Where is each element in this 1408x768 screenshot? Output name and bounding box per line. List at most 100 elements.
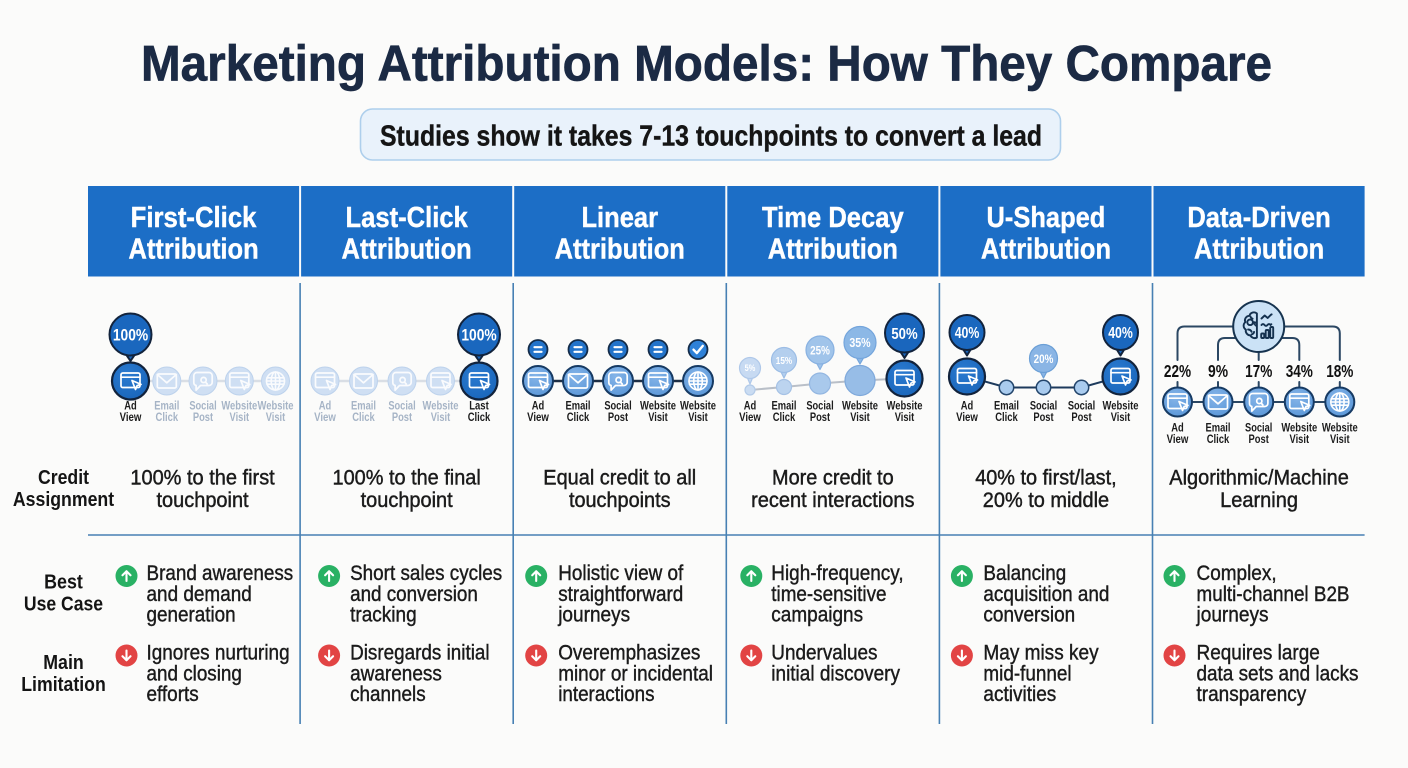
svg-text:34%: 34% — [1286, 361, 1314, 381]
svg-text:Social: Social — [1030, 399, 1057, 413]
svg-text:15%: 15% — [776, 355, 793, 367]
svg-text:View: View — [314, 410, 336, 424]
svg-text:interactions: interactions — [558, 683, 654, 706]
svg-text:Ad: Ad — [124, 399, 137, 413]
svg-text:Requires large: Requires large — [1197, 642, 1320, 665]
svg-text:Social: Social — [604, 399, 631, 413]
svg-text:Email: Email — [994, 399, 1019, 413]
svg-text:Website: Website — [842, 399, 878, 413]
svg-text:Social: Social — [806, 399, 833, 413]
svg-text:22%: 22% — [1164, 361, 1192, 381]
svg-text:Ad: Ad — [961, 399, 974, 413]
svg-text:Ad: Ad — [1171, 421, 1184, 435]
svg-text:multi-channel B2B: multi-channel B2B — [1197, 583, 1350, 606]
svg-text:Website: Website — [680, 399, 716, 413]
svg-text:Data-Driven: Data-Driven — [1187, 202, 1330, 234]
svg-text:Click: Click — [352, 410, 375, 424]
svg-text:Social: Social — [189, 399, 216, 413]
svg-text:Visit: Visit — [895, 410, 915, 424]
svg-text:Post: Post — [1249, 432, 1269, 446]
svg-text:100%: 100% — [461, 326, 496, 345]
svg-text:Click: Click — [567, 410, 590, 424]
svg-text:Website: Website — [1322, 421, 1358, 435]
svg-text:Disregards initial: Disregards initial — [350, 642, 490, 665]
svg-text:Post: Post — [608, 410, 628, 424]
svg-text:17%: 17% — [1245, 361, 1273, 381]
svg-text:View: View — [527, 410, 549, 424]
svg-text:50%: 50% — [891, 326, 917, 343]
svg-text:Ad: Ad — [532, 399, 545, 413]
svg-text:100% to the final: 100% to the final — [333, 466, 481, 490]
svg-text:18%: 18% — [1326, 361, 1354, 381]
svg-text:20% to middle: 20% to middle — [983, 488, 1109, 512]
svg-text:generation: generation — [147, 604, 236, 627]
svg-text:Visit: Visit — [1330, 432, 1350, 446]
svg-text:Studies show it takes 7-13 tou: Studies show it takes 7-13 touchpoints t… — [380, 121, 1042, 153]
svg-text:May miss key: May miss key — [983, 642, 1099, 665]
svg-text:Last: Last — [469, 399, 489, 413]
svg-text:conversion: conversion — [983, 604, 1075, 627]
svg-text:Click: Click — [156, 410, 179, 424]
svg-text:Visit: Visit — [850, 410, 870, 424]
svg-text:mid-funnel: mid-funnel — [983, 662, 1071, 685]
svg-text:35%: 35% — [849, 335, 871, 350]
svg-text:Attribution: Attribution — [128, 234, 258, 266]
svg-text:Website: Website — [640, 399, 676, 413]
svg-text:Website: Website — [1281, 421, 1317, 435]
svg-text:channels: channels — [350, 683, 426, 706]
svg-text:Email: Email — [351, 399, 376, 413]
svg-text:Click: Click — [995, 410, 1018, 424]
svg-text:Social: Social — [1245, 421, 1272, 435]
svg-text:awareness: awareness — [350, 662, 442, 685]
svg-text:Attribution: Attribution — [342, 234, 472, 266]
svg-text:Post: Post — [810, 410, 830, 424]
svg-text:recent interactions: recent interactions — [751, 488, 914, 512]
svg-text:Balancing: Balancing — [983, 562, 1066, 585]
svg-text:Short sales cycles: Short sales cycles — [350, 562, 502, 585]
svg-text:Overemphasizes: Overemphasizes — [558, 642, 700, 665]
svg-text:9%: 9% — [1208, 361, 1228, 381]
svg-text:Post: Post — [193, 410, 213, 424]
svg-text:Email: Email — [154, 399, 179, 413]
svg-text:View: View — [120, 410, 142, 424]
svg-text:40%: 40% — [955, 325, 980, 342]
svg-text:tracking: tracking — [350, 604, 417, 627]
svg-text:Main: Main — [43, 652, 84, 674]
svg-text:Website: Website — [221, 399, 257, 413]
svg-text:and conversion: and conversion — [350, 583, 478, 606]
svg-text:Equal credit to all: Equal credit to all — [543, 466, 696, 490]
svg-text:transparency: transparency — [1197, 683, 1307, 706]
svg-text:straightforward: straightforward — [558, 583, 683, 606]
svg-text:Undervalues: Undervalues — [771, 642, 877, 665]
svg-text:Post: Post — [1033, 410, 1053, 424]
svg-text:Website: Website — [423, 399, 459, 413]
svg-text:Credit: Credit — [38, 467, 89, 489]
svg-text:Complex,: Complex, — [1197, 562, 1277, 585]
svg-text:U-Shaped: U-Shaped — [987, 202, 1106, 234]
svg-text:Social: Social — [1068, 399, 1095, 413]
svg-text:More credit to: More credit to — [772, 466, 894, 490]
svg-text:25%: 25% — [810, 343, 830, 357]
svg-text:Attribution: Attribution — [1194, 234, 1324, 266]
svg-text:Click: Click — [773, 410, 796, 424]
svg-text:Website: Website — [1103, 399, 1139, 413]
svg-text:Limitation: Limitation — [21, 674, 106, 696]
svg-text:Marketing Attribution Models:: Marketing Attribution Models: How They C… — [141, 36, 1272, 92]
svg-text:and demand: and demand — [147, 583, 252, 606]
svg-text:40% to first/last,: 40% to first/last, — [975, 466, 1117, 490]
svg-text:Ad: Ad — [744, 399, 757, 413]
svg-text:View: View — [739, 410, 761, 424]
svg-text:Brand awareness: Brand awareness — [147, 562, 294, 585]
svg-text:Social: Social — [388, 399, 415, 413]
svg-text:Best: Best — [44, 572, 83, 594]
svg-text:touchpoint: touchpoint — [361, 488, 453, 512]
svg-text:time-sensitive: time-sensitive — [771, 583, 886, 606]
svg-text:Email: Email — [1206, 421, 1231, 435]
svg-text:Learning: Learning — [1220, 488, 1298, 512]
svg-text:Attribution: Attribution — [768, 234, 898, 266]
svg-text:acquisition and: acquisition and — [983, 583, 1109, 606]
svg-text:High-frequency,: High-frequency, — [771, 562, 903, 585]
svg-text:activities: activities — [983, 683, 1056, 706]
svg-text:data sets and lacks: data sets and lacks — [1197, 662, 1359, 685]
svg-text:Visit: Visit — [1290, 432, 1310, 446]
